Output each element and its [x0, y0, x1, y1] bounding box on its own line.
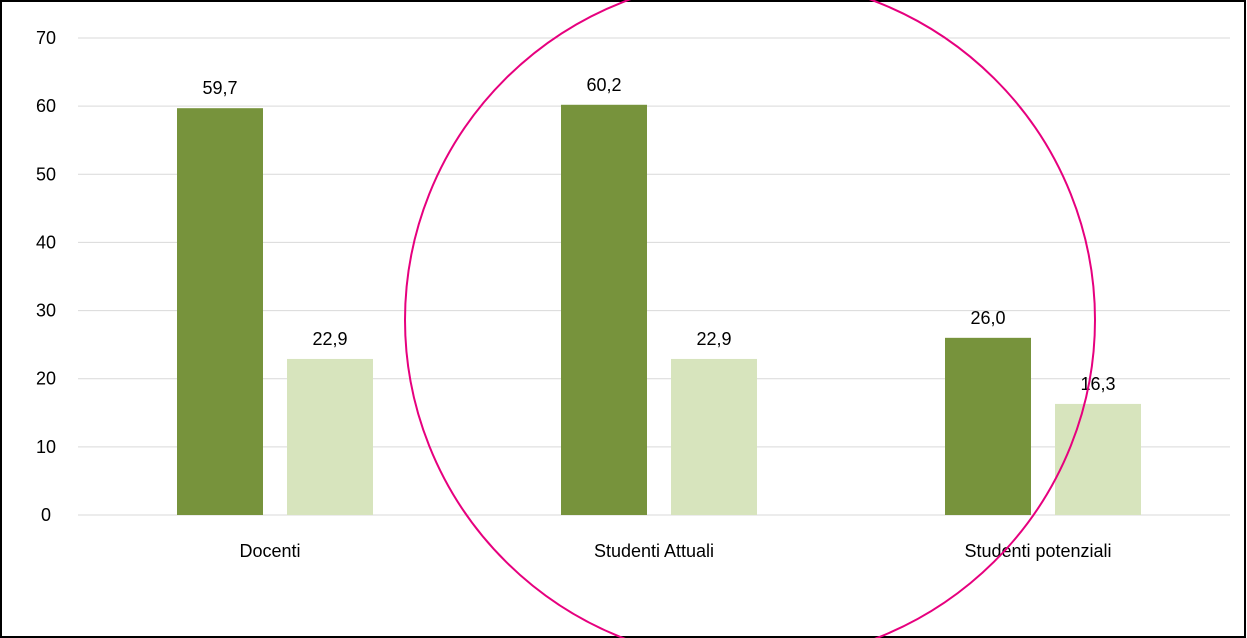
data-label: 26,0	[970, 308, 1005, 328]
bars	[177, 104, 1141, 516]
x-category-label: Docenti	[239, 541, 300, 561]
data-label: 59,7	[202, 78, 237, 98]
bar-series-2-1	[671, 358, 757, 515]
data-labels: 59,7 22,9 60,2 22,9 26,0 16,3	[202, 75, 1115, 394]
y-tick-label: 60	[36, 96, 56, 116]
bar-series-2-2	[1055, 403, 1141, 515]
bar-series-1-1	[561, 104, 647, 515]
x-category-label: Studenti Attuali	[594, 541, 714, 561]
y-tick-label: 30	[36, 301, 56, 321]
x-category-label: Studenti potenziali	[964, 541, 1111, 561]
y-tick-label: 70	[36, 28, 56, 48]
y-tick-label: 40	[36, 232, 56, 252]
data-label: 22,9	[312, 329, 347, 349]
gridlines	[78, 37, 1230, 516]
bar-series-1-2	[945, 337, 1031, 515]
y-tick-label: 50	[36, 164, 56, 184]
data-label: 22,9	[696, 329, 731, 349]
y-axis: 0 10 20 30 40 50 60 70	[36, 28, 56, 525]
data-label: 16,3	[1080, 374, 1115, 394]
y-tick-label: 0	[41, 505, 51, 525]
x-axis: Docenti Studenti Attuali Studenti potenzia…	[239, 541, 1111, 561]
y-tick-label: 20	[36, 369, 56, 389]
bar-series-1-0	[177, 108, 263, 516]
y-tick-label: 10	[36, 437, 56, 457]
bar-series-2-0	[287, 358, 373, 515]
data-label: 60,2	[586, 75, 621, 95]
highlight-circle-annotation	[404, 0, 1096, 638]
